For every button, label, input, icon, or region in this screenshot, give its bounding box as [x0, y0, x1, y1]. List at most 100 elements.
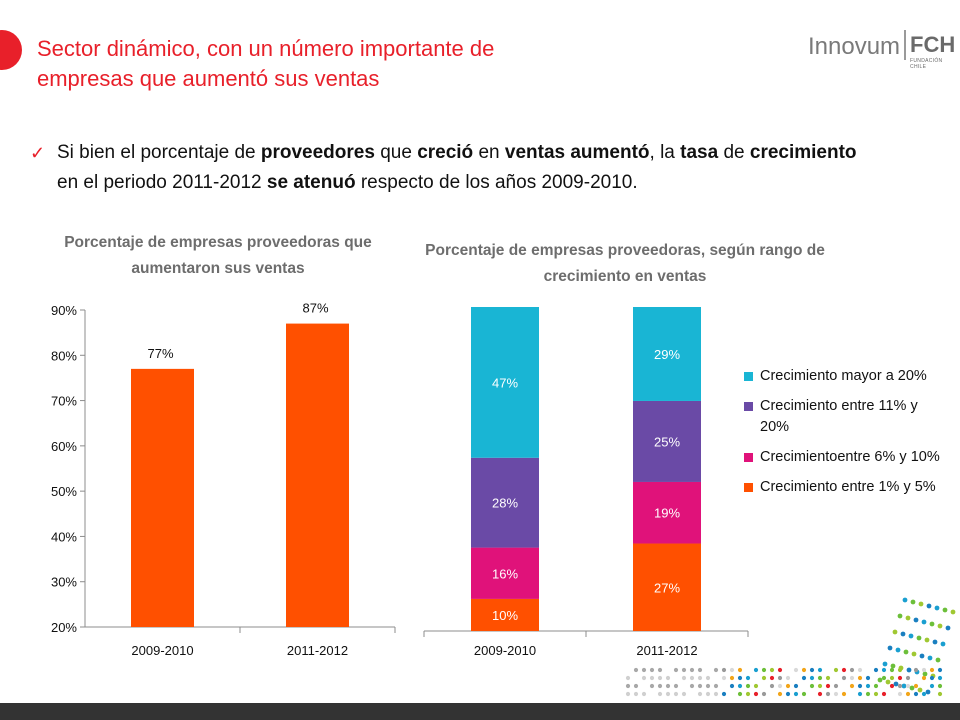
chart2-data-label: 19%: [654, 506, 680, 521]
decor-dot: [753, 683, 759, 689]
decor-dot: [902, 597, 908, 603]
decor-dot: [681, 667, 687, 673]
decor-dot: [633, 683, 639, 689]
decor-dot: [905, 675, 911, 681]
decor-dot: [917, 687, 923, 693]
decor-dot: [865, 675, 871, 681]
decor-dot: [857, 675, 863, 681]
decor-dot: [817, 675, 823, 681]
decor-dot: [745, 683, 751, 689]
chart2-bar-segment: [633, 481, 701, 544]
decor-dot: [889, 683, 895, 689]
legend-item: Crecimiento mayor a 20%: [744, 366, 944, 387]
chart2-bar-segment: [471, 307, 539, 458]
legend-swatch: [744, 483, 753, 492]
decor-dot: [929, 621, 935, 627]
decor-dot: [937, 667, 943, 673]
bullet-segment: creció: [417, 142, 474, 163]
decor-dot: [926, 603, 932, 609]
decor-dot: [681, 675, 687, 681]
decor-dot: [937, 691, 943, 697]
decor-dot: [713, 667, 719, 673]
bullet-point: ✓ Si bien el porcentaje de proveedores q…: [30, 138, 870, 198]
decor-dot: [769, 675, 775, 681]
decor-dot: [903, 649, 909, 655]
decor-dot: [777, 683, 783, 689]
chart1-y-tick-label: 30%: [51, 575, 77, 590]
decor-dot: [649, 675, 655, 681]
bullet-segment: que: [374, 142, 418, 163]
decor-dot: [729, 675, 735, 681]
decor-dot: [673, 691, 679, 697]
decor-dot: [689, 675, 695, 681]
decor-dot: [890, 663, 896, 669]
decor-dot: [745, 691, 751, 697]
decor-dot: [713, 691, 719, 697]
decor-dot: [849, 667, 855, 673]
decor-dot: [881, 691, 887, 697]
decor-dot: [950, 609, 956, 615]
decor-dot: [809, 667, 815, 673]
decor-dot: [913, 617, 919, 623]
chart2-bar-segment: [471, 598, 539, 631]
decor-dot: [942, 607, 948, 613]
logo-innovum-text: Innovum: [808, 33, 901, 60]
bullet-segment: en: [473, 142, 505, 163]
chart1-x-tick-label: 2011-2012: [287, 643, 348, 658]
chart2-legend: Crecimiento mayor a 20% Crecimiento entre…: [744, 366, 944, 507]
decor-dot: [833, 683, 839, 689]
decor-dot: [927, 655, 933, 661]
chart1-y-tick-label: 50%: [51, 484, 77, 499]
decor-dot: [633, 691, 639, 697]
decor-dot: [833, 667, 839, 673]
accent-dot: [0, 30, 22, 70]
decor-dot: [697, 683, 703, 689]
slide-title: Sector dinámico, con un número important…: [37, 36, 495, 91]
chart1-y-tick-label: 90%: [51, 303, 77, 318]
decor-dot: [817, 667, 823, 673]
decor-dot: [657, 675, 663, 681]
decor-dot: [916, 635, 922, 641]
decor-dot: [921, 667, 927, 673]
decor-dot: [777, 675, 783, 681]
chart2-bar-segment: [633, 400, 701, 482]
decor-dot: [825, 691, 831, 697]
decor-dot: [793, 691, 799, 697]
decor-dot: [753, 691, 759, 697]
decor-dot: [905, 691, 911, 697]
decor-dot: [761, 675, 767, 681]
checkmark-icon: ✓: [30, 143, 46, 163]
decor-dot: [921, 619, 927, 625]
logo-fch-text: FCH: [910, 32, 956, 57]
decor-dot: [769, 683, 775, 689]
chart2-bar-segment: [633, 543, 701, 631]
decor-dot: [897, 613, 903, 619]
decor-dot: [801, 667, 807, 673]
decor-dot: [877, 677, 883, 683]
decor-dot: [761, 667, 767, 673]
innovum-fch-logo: Innovum FCH FUNDACIÓN CHILE: [808, 28, 960, 70]
legend-label: Crecimiento entre 1% y 5%: [760, 479, 936, 495]
decor-dot: [913, 667, 919, 673]
decor-dot: [625, 675, 631, 681]
decor-dot: [689, 683, 695, 689]
decor-dot: [745, 675, 751, 681]
decor-dot: [935, 657, 941, 663]
decor-dot: [918, 601, 924, 607]
legend-label: Crecimiento mayor a 20%: [760, 368, 927, 384]
chart2-bar-segment: [471, 457, 539, 548]
decor-dot: [833, 691, 839, 697]
decor-dot: [873, 667, 879, 673]
decor-dot: [777, 667, 783, 673]
decor-dot: [705, 683, 711, 689]
decor-dot: [857, 691, 863, 697]
chart2-x-tick-label: 2011-2012: [636, 643, 697, 658]
decor-dot: [922, 671, 928, 677]
decor-dot: [665, 683, 671, 689]
bullet-text: Si bien el porcentaje de proveedores que…: [57, 138, 870, 198]
legend-item: Crecimiento entre 1% y 5%: [744, 477, 944, 498]
bullet-segment: de: [718, 142, 750, 163]
decor-dot: [705, 675, 711, 681]
bullet-segment: Si bien el porcentaje de: [57, 142, 261, 163]
